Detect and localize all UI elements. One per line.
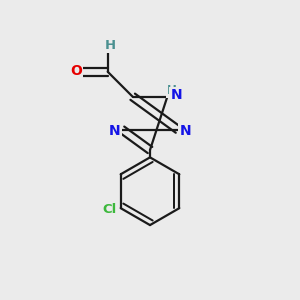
Text: O: O <box>70 64 82 78</box>
Text: Cl: Cl <box>102 203 117 216</box>
Text: N: N <box>109 124 120 138</box>
Text: H: H <box>105 39 116 52</box>
Text: H: H <box>167 84 177 97</box>
Text: N: N <box>180 124 191 138</box>
Text: N: N <box>170 88 182 102</box>
